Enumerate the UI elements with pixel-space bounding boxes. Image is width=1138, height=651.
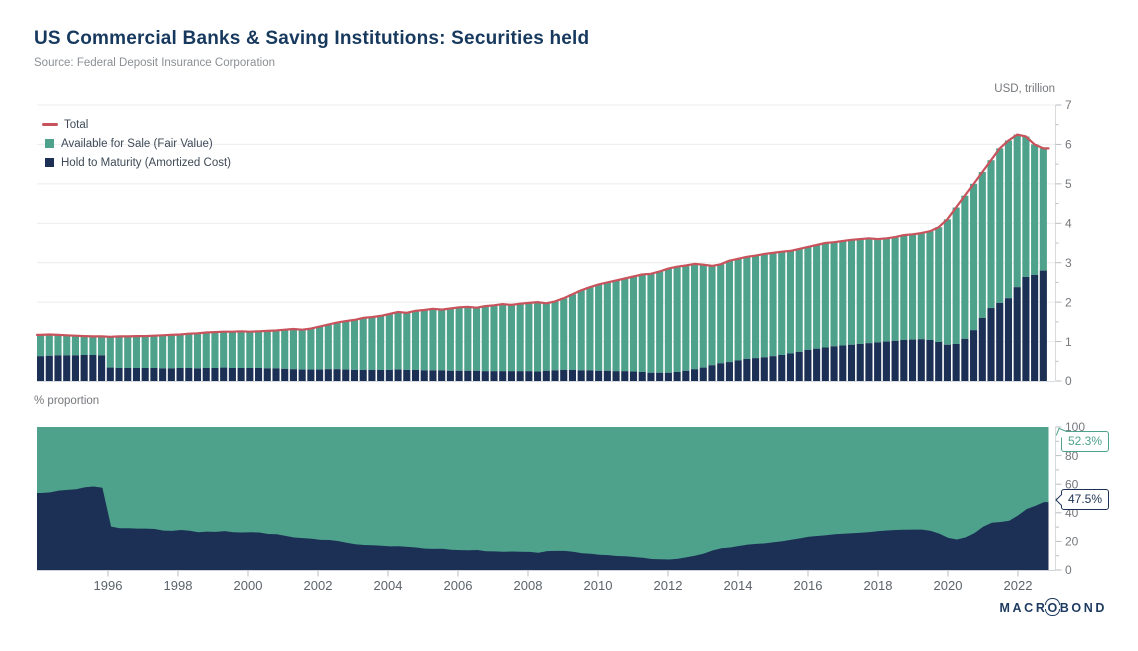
legend-item-total: Total: [42, 115, 231, 134]
svg-text:1996: 1996: [94, 578, 123, 593]
legend-item-hold-to-maturity-amortized-cost: Hold to Maturity (Amortized Cost): [42, 153, 231, 172]
svg-text:2006: 2006: [444, 578, 473, 593]
svg-text:2016: 2016: [794, 578, 823, 593]
svg-text:2008: 2008: [514, 578, 543, 593]
svg-text:2014: 2014: [724, 578, 753, 593]
square-swatch: [45, 139, 54, 148]
source-label: Source: Federal Deposit Insurance Corpor…: [34, 57, 275, 69]
svg-text:4: 4: [1065, 216, 1072, 230]
logo-text-left: MACR: [999, 601, 1048, 615]
legend-label: Available for Sale (Fair Value): [61, 137, 213, 150]
legend-label: Hold to Maturity (Amortized Cost): [61, 156, 231, 169]
logo-text-right: BOND: [1059, 601, 1107, 615]
units-label: USD, trillion: [994, 83, 1055, 95]
svg-text:1: 1: [1065, 335, 1072, 349]
svg-text:80: 80: [1065, 449, 1079, 463]
legend-label: Total: [64, 118, 89, 131]
htm-share-callout: 47.5%: [1061, 489, 1110, 510]
svg-text:20: 20: [1065, 535, 1079, 549]
svg-text:7: 7: [1065, 100, 1072, 112]
afs-share-value: 52.3%: [1068, 434, 1103, 448]
macrobond-logo: MACROBOND: [999, 598, 1107, 616]
svg-text:6: 6: [1065, 138, 1072, 152]
svg-text:5: 5: [1065, 177, 1072, 191]
legend-item-available-for-sale-fair-value: Available for Sale (Fair Value): [42, 134, 231, 153]
securities-held-stacked-bar-chart: 0 1 2 3 4 5 6 7: [35, 100, 1072, 388]
svg-text:3: 3: [1065, 256, 1072, 270]
svg-text:2: 2: [1065, 295, 1072, 309]
logo-orbit-o: O: [1045, 598, 1061, 616]
svg-text:2002: 2002: [304, 578, 333, 593]
chart-legend: Total Available for Sale (Fair Value) Hold…: [42, 115, 231, 172]
svg-text:2020: 2020: [934, 578, 963, 593]
svg-text:0: 0: [1065, 374, 1072, 388]
htm-share-value: 47.5%: [1068, 492, 1103, 506]
svg-text:2022: 2022: [1004, 578, 1033, 593]
svg-text:0: 0: [1065, 563, 1072, 577]
page-title: US Commercial Banks & Saving Institution…: [34, 28, 590, 49]
svg-text:60: 60: [1065, 477, 1079, 491]
svg-text:2018: 2018: [864, 578, 893, 593]
svg-text:2010: 2010: [584, 578, 613, 593]
svg-text:2000: 2000: [234, 578, 263, 593]
svg-text:2012: 2012: [654, 578, 683, 593]
line-swatch: [42, 123, 58, 126]
svg-text:2004: 2004: [374, 578, 403, 593]
square-swatch: [45, 158, 54, 167]
svg-text:1998: 1998: [164, 578, 193, 593]
proportion-axis-label: % proportion: [34, 395, 100, 407]
afs-share-callout: 52.3%: [1061, 431, 1110, 452]
